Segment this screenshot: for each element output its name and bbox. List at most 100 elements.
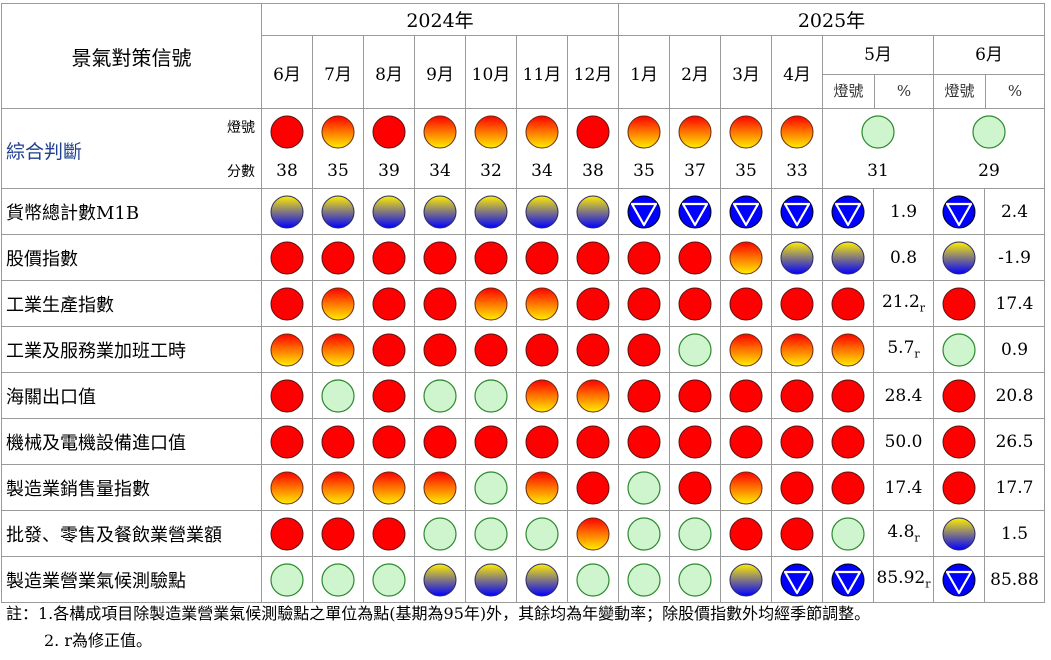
indicator-label: 工業生產指數 — [1, 280, 262, 327]
lamp-yblue — [414, 556, 466, 603]
lamp-red — [363, 280, 415, 327]
may-value: 50.0 — [873, 418, 934, 465]
lamp-red — [312, 418, 364, 465]
indicator-row: 工業及服務業加班工時 5.7r 0.9 — [1, 326, 1045, 373]
lamp-yred — [414, 464, 466, 511]
lamp-red — [618, 280, 670, 327]
lamp-yred — [312, 280, 364, 327]
lamp-blue — [771, 188, 823, 235]
combo-score: 33 — [771, 154, 823, 189]
indicator-row: 股價指數 0.8 -1.9 — [1, 234, 1045, 281]
combo-score-label: 分數 — [227, 164, 255, 180]
lamp-red — [618, 234, 670, 281]
combo-title: 綜合判斷 — [6, 141, 83, 163]
lamp-red — [933, 418, 985, 465]
combo-score: 35 — [720, 154, 772, 189]
combo-lamp-yred — [669, 108, 721, 155]
footnotes: 註：1.各構成項目除製造業營業氣候測驗點之單位為點(基期為95年)外，其餘均為年… — [6, 600, 870, 654]
lamp-red — [414, 234, 466, 281]
sub-pct-label: % — [1007, 82, 1023, 100]
lamp-red — [669, 464, 721, 511]
lamp-yred — [312, 326, 364, 373]
lamp-red — [261, 372, 313, 419]
month-header: 1月 — [618, 35, 670, 109]
lamp-red — [771, 418, 823, 465]
lamp-green — [261, 556, 313, 603]
month-header: 6月 — [261, 35, 313, 109]
indicator-label: 海關出口值 — [1, 372, 262, 419]
combo-score: 37 — [669, 154, 721, 189]
lamp-red — [771, 280, 823, 327]
lamp-red — [618, 372, 670, 419]
lamp-blue — [822, 556, 874, 603]
lamp-red — [363, 234, 415, 281]
year-2025: 2025年 — [618, 3, 1045, 36]
lamp-green — [669, 326, 721, 373]
month-header: 7月 — [312, 35, 364, 109]
combo-lamp-green — [822, 108, 934, 155]
may-value: 85.92r — [873, 556, 934, 603]
month-header-split: 5月 燈號 % — [822, 35, 934, 109]
revised-mark: r — [914, 347, 920, 361]
combo-lamp-yred — [465, 108, 517, 155]
indicator-label: 批發、零售及餐飲業營業額 — [1, 510, 262, 557]
combo-lamp-yred — [720, 108, 772, 155]
combo-score: 35 — [312, 154, 364, 189]
combo-lamp-yred — [618, 108, 670, 155]
lamp-yred — [720, 234, 772, 281]
lamp-blue — [933, 188, 985, 235]
lamp-green — [516, 510, 568, 557]
month-header: 2月 — [669, 35, 721, 109]
footnote-1: 註：1.各構成項目除製造業營業氣候測驗點之單位為點(基期為95年)外，其餘均為年… — [6, 604, 871, 623]
lamp-green — [414, 372, 466, 419]
month-header: 11月 — [516, 35, 568, 109]
indicator-label: 股價指數 — [1, 234, 262, 281]
combo-lamp-yred — [516, 108, 568, 155]
indicator-label: 貨幣總計數M1B — [1, 188, 262, 235]
may-value: 1.9 — [873, 188, 934, 235]
jun-value: -1.9 — [984, 234, 1045, 281]
lamp-red — [720, 510, 772, 557]
combo-lamp-red — [363, 108, 415, 155]
lamp-yred — [771, 326, 823, 373]
lamp-yblue — [933, 234, 985, 281]
lamp-red — [669, 418, 721, 465]
lamp-blue — [822, 188, 874, 235]
lamp-yblue — [261, 188, 313, 235]
lamp-green — [312, 556, 364, 603]
lamp-red — [669, 280, 721, 327]
lamp-red — [822, 372, 874, 419]
jun-value: 20.8 — [984, 372, 1045, 419]
combo-score: 35 — [618, 154, 670, 189]
lamp-red — [720, 280, 772, 327]
lamp-green — [465, 372, 517, 419]
lamp-green — [567, 556, 619, 603]
revised-mark: r — [914, 531, 920, 545]
combo-score: 32 — [465, 154, 517, 189]
lamp-red — [933, 280, 985, 327]
indicator-label: 製造業銷售量指數 — [1, 464, 262, 511]
may-value: 21.2r — [873, 280, 934, 327]
lamp-red — [771, 510, 823, 557]
lamp-red — [567, 418, 619, 465]
footnote-2: 2. r為修正值。 — [44, 631, 153, 650]
lamp-red — [618, 418, 670, 465]
lamp-blue — [669, 188, 721, 235]
lamp-red — [312, 510, 364, 557]
combo-score: 34 — [414, 154, 466, 189]
lamp-red — [933, 372, 985, 419]
lamp-red — [261, 280, 313, 327]
lamp-yblue — [516, 188, 568, 235]
combo-score: 34 — [516, 154, 568, 189]
indicator-label: 機械及電機設備進口值 — [1, 418, 262, 465]
lamp-yred — [720, 326, 772, 373]
lamp-red — [465, 326, 517, 373]
month-header: 12月 — [567, 35, 619, 109]
lamp-green — [465, 510, 517, 557]
lamp-yblue — [933, 510, 985, 557]
lamp-red — [363, 418, 415, 465]
lamp-yred — [720, 464, 772, 511]
month-label: 6月 — [934, 36, 1044, 75]
may-value: 17.4 — [873, 464, 934, 511]
combo-label-cell: 綜合判斷 燈號 分數 — [1, 108, 262, 189]
